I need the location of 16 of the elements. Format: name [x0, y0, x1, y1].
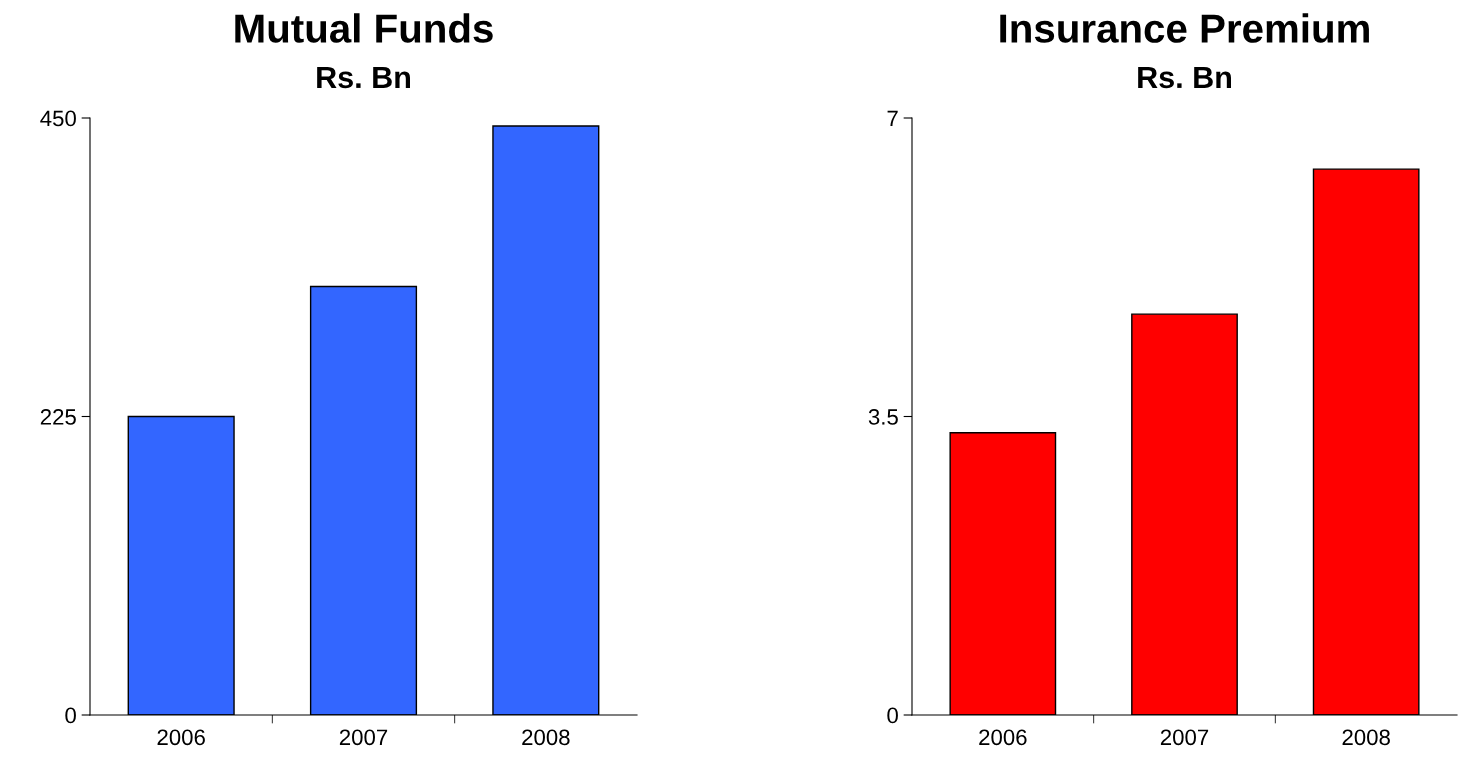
chart-title: Mutual Funds — [235, 13, 493, 43]
chart-title: Insurance Premium — [1000, 13, 1369, 43]
y-tick-label: 450 — [40, 110, 76, 127]
x-tick-label: 2006 — [157, 729, 205, 746]
x-tick-label: 2007 — [339, 729, 388, 746]
y-tick-label: 3.5 — [868, 409, 898, 425]
x-tick-label: 2008 — [1342, 729, 1390, 746]
y-tick-label: 0 — [65, 707, 76, 724]
chart-subtitle: Rs. Bn — [1138, 66, 1231, 89]
x-tick-label: 2008 — [522, 729, 570, 746]
x-tick-label: 2006 — [979, 729, 1027, 746]
y-tick-label: 7 — [887, 110, 898, 127]
y-tick-label: 0 — [887, 707, 898, 724]
chart-subtitle: Rs. Bn — [317, 66, 410, 89]
y-tick-label: 225 — [40, 409, 76, 425]
x-tick-label: 2007 — [1160, 729, 1209, 746]
